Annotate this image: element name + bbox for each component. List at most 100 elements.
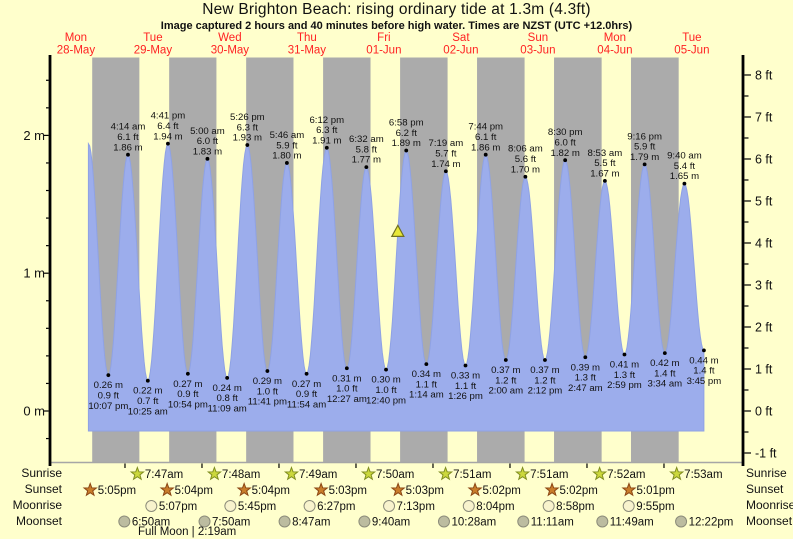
high-tide-annotation: 8:06 am xyxy=(508,144,543,155)
high-tide-dot xyxy=(324,145,329,150)
page-title: New Brighton Beach: rising ordinary tide… xyxy=(202,1,591,18)
sunrise-star-icon xyxy=(206,466,222,481)
sunrise-star-icon xyxy=(129,466,145,481)
high-tide-annotation: 5.8 ft xyxy=(356,144,378,155)
low-tide-annotation: 0.9 ft xyxy=(98,390,120,401)
low-tide-dot xyxy=(304,371,309,376)
high-tide-dot xyxy=(483,152,488,157)
high-tide-annotation: 5.9 ft xyxy=(276,140,298,151)
high-tide-annotation: 1.74 m xyxy=(431,159,460,170)
high-tide-annotation: 6.3 ft xyxy=(316,125,338,136)
high-tide-annotation: 6.2 ft xyxy=(396,128,418,139)
feet-axis-label: 2 ft xyxy=(755,320,773,334)
low-tide-dot xyxy=(145,378,150,383)
high-tide-annotation: 1.77 m xyxy=(352,155,381,166)
low-tide-annotation: 1.2 ft xyxy=(534,375,556,386)
low-tide-annotation: 2:59 pm xyxy=(607,380,642,391)
sunrise-time: 7:53am xyxy=(684,469,722,481)
feet-axis-label: 4 ft xyxy=(755,236,773,250)
moonrise-time: 8:04pm xyxy=(476,501,514,513)
moonset-time: 8:47am xyxy=(292,517,330,529)
moonset-time: 10:28am xyxy=(451,517,496,529)
low-tide-annotation: 0.9 ft xyxy=(177,389,199,400)
high-tide-annotation: 5:46 am xyxy=(270,130,305,141)
high-tide-dot xyxy=(642,162,647,167)
high-tide-annotation: 4:41 pm xyxy=(151,111,186,122)
moonset-time: 11:49am xyxy=(610,517,654,529)
high-tide-annotation: 7:44 pm xyxy=(468,122,503,133)
high-tide-annotation: 6.1 ft xyxy=(475,132,497,143)
sunrise-time: 7:51am xyxy=(453,469,491,481)
low-tide-annotation: 10:07 pm xyxy=(88,401,128,412)
moonrise-time: 5:07pm xyxy=(159,501,197,513)
low-tide-dot xyxy=(503,358,508,362)
low-tide-annotation: 0.37 m xyxy=(491,365,520,376)
high-tide-annotation: 8:30 pm xyxy=(548,127,583,138)
moonset-moon-icon xyxy=(198,515,211,528)
sunrise-row-label-left: Sunrise xyxy=(21,466,62,480)
high-tide-annotation: 6:32 am xyxy=(349,134,384,145)
low-tide-annotation: 2:47 am xyxy=(568,383,603,394)
sunset-time: 5:04pm xyxy=(252,485,290,497)
low-tide-dot xyxy=(185,371,190,376)
feet-axis-label: 8 ft xyxy=(755,68,773,82)
low-tide-dot xyxy=(106,373,111,378)
high-tide-annotation: 1.94 m xyxy=(153,131,182,142)
high-tide-dot xyxy=(443,169,448,174)
sunset-star-icon xyxy=(82,482,98,497)
high-tide-annotation: 8:53 am xyxy=(588,148,623,159)
high-tide-annotation: 1.83 m xyxy=(193,146,222,157)
moonrise-time: 8:58pm xyxy=(556,501,594,513)
moonrise-moon-icon xyxy=(303,500,316,512)
sunset-time: 5:03pm xyxy=(406,485,444,497)
day-label-date: 29-May xyxy=(134,45,173,57)
day-label-date: 30-May xyxy=(211,45,250,57)
high-tide-annotation: 5.9 ft xyxy=(634,142,656,153)
low-tide-dot xyxy=(225,376,230,380)
right-axis-line xyxy=(741,55,745,466)
day-label-date: 02-Jun xyxy=(443,45,478,57)
sunrise-time: 7:52am xyxy=(607,469,645,481)
high-tide-annotation: 4:14 am xyxy=(111,122,146,133)
low-tide-annotation: 11:41 pm xyxy=(248,397,287,408)
moonset-time: 9:40am xyxy=(372,517,410,529)
high-tide-annotation: 1.65 m xyxy=(670,171,699,182)
sunrise-star-icon xyxy=(669,466,685,481)
low-tide-annotation: 10:54 pm xyxy=(168,399,208,410)
low-tide-dot xyxy=(463,363,468,368)
low-tide-annotation: 11:09 am xyxy=(208,404,247,415)
sunrise-time: 7:47am xyxy=(145,469,183,481)
moonrise-row-label-left: Moonrise xyxy=(12,498,62,512)
page-subtitle: Image captured 2 hours and 40 minutes be… xyxy=(160,20,633,32)
moonset-moon-icon xyxy=(596,515,609,528)
low-tide-annotation: 0.27 m xyxy=(173,379,202,390)
sunrise-time: 7:50am xyxy=(376,469,414,481)
low-tide-annotation: 1.4 ft xyxy=(654,368,676,379)
day-label-date: 05-Jun xyxy=(674,45,709,57)
high-tide-annotation: 5.6 ft xyxy=(515,154,537,165)
high-tide-dot xyxy=(364,165,369,169)
low-tide-annotation: 0.26 m xyxy=(94,380,123,391)
low-tide-dot xyxy=(622,352,627,357)
feet-axis-label: 1 ft xyxy=(755,362,773,376)
high-tide-annotation: 1.82 m xyxy=(550,148,579,159)
moonrise-moon-icon xyxy=(542,500,555,512)
moonrise-moon-icon xyxy=(145,500,158,512)
sunset-row-label-left: Sunset xyxy=(24,482,62,496)
sunset-time: 5:01pm xyxy=(636,485,674,497)
low-tide-annotation: 0.7 ft xyxy=(137,396,159,407)
low-tide-annotation: 0.39 m xyxy=(571,362,600,373)
low-tide-annotation: 0.44 m xyxy=(689,355,718,366)
high-tide-dot xyxy=(284,161,289,165)
feet-axis-label: 3 ft xyxy=(755,278,773,292)
full-moon-note: Full Moon | 2:19am xyxy=(138,526,237,538)
high-tide-dot xyxy=(682,181,687,186)
sunset-star-icon xyxy=(467,482,483,497)
high-tide-annotation: 5.4 ft xyxy=(674,161,696,172)
day-label-date: 28-May xyxy=(57,45,96,57)
moonset-moon-icon xyxy=(278,515,291,528)
high-tide-dot xyxy=(563,158,568,163)
high-tide-dot xyxy=(126,152,130,157)
high-tide-annotation: 1.89 m xyxy=(392,138,421,149)
